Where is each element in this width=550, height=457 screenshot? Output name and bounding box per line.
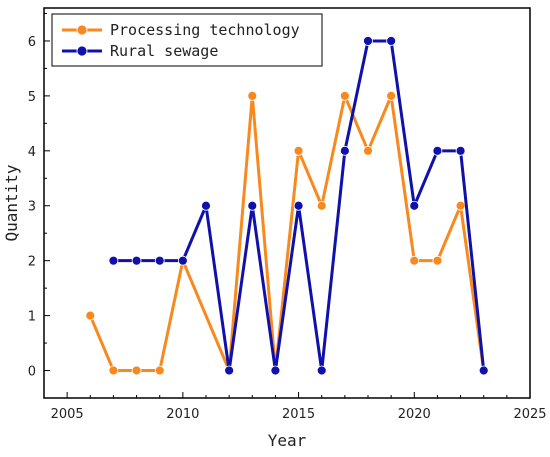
- data-point-rural-sewage: [363, 36, 373, 46]
- legend-marker-rural-sewage: [76, 45, 88, 57]
- data-point-rural-sewage: [478, 365, 489, 376]
- legend: Processing technology Rural sewage: [51, 13, 323, 67]
- y-tick-label: 3: [28, 200, 36, 215]
- x-tick-label: 2015: [282, 407, 315, 422]
- legend-label-rural-sewage: Rural sewage: [110, 42, 218, 60]
- data-point-processing-technology: [386, 90, 397, 101]
- data-point-rural-sewage: [316, 365, 327, 376]
- x-tick-label: 2020: [398, 407, 431, 422]
- data-point-processing-technology: [247, 90, 258, 101]
- data-point-rural-sewage: [339, 145, 350, 156]
- data-point-rural-sewage: [293, 200, 304, 211]
- x-tick-label: 2005: [51, 407, 84, 422]
- series-layer: [85, 36, 489, 376]
- legend-box: [51, 13, 323, 67]
- y-axis-title: Quantity: [2, 164, 21, 241]
- data-point-rural-sewage: [270, 365, 281, 376]
- y-axis: 0 1 2 3 4 5 6: [28, 12, 50, 380]
- data-point-processing-technology: [455, 200, 466, 211]
- y-tick-label: 2: [28, 255, 36, 270]
- x-axis: 2005 2010 2015 2020 2025: [43, 392, 547, 422]
- data-point-rural-sewage: [409, 200, 420, 211]
- data-point-rural-sewage: [108, 255, 119, 266]
- data-point-rural-sewage: [131, 255, 142, 266]
- data-point-rural-sewage: [386, 36, 397, 46]
- y-tick-label: 5: [28, 90, 36, 105]
- data-point-processing-technology: [293, 145, 304, 156]
- data-point-processing-technology: [154, 365, 165, 376]
- x-tick-label: 2010: [166, 407, 199, 422]
- data-point-processing-technology: [85, 310, 96, 321]
- y-tick-label: 1: [28, 310, 36, 325]
- data-point-rural-sewage: [201, 200, 211, 211]
- data-point-rural-sewage: [455, 145, 466, 156]
- data-point-rural-sewage: [247, 200, 258, 211]
- data-point-processing-technology: [108, 365, 119, 376]
- series-line-processing-technology: [88, 94, 486, 373]
- y-tick-label: 6: [28, 35, 36, 50]
- data-point-processing-technology: [363, 145, 373, 156]
- plot-frame: [43, 7, 531, 399]
- data-point-rural-sewage: [154, 255, 165, 266]
- data-point-processing-technology: [339, 90, 350, 101]
- data-point-processing-technology: [131, 365, 142, 376]
- data-point-rural-sewage: [177, 255, 188, 266]
- legend-label-processing-technology: Processing technology: [110, 21, 300, 39]
- y-tick-label: 4: [28, 145, 36, 160]
- x-tick-label: 2025: [513, 407, 546, 422]
- data-point-processing-technology: [409, 255, 420, 266]
- data-point-rural-sewage: [224, 365, 235, 376]
- data-point-processing-technology: [432, 255, 443, 266]
- data-point-rural-sewage: [432, 145, 443, 156]
- x-axis-title: Year: [268, 431, 307, 450]
- data-point-processing-technology: [316, 200, 327, 211]
- legend-marker-processing-technology: [76, 24, 88, 36]
- y-tick-label: 0: [28, 365, 36, 380]
